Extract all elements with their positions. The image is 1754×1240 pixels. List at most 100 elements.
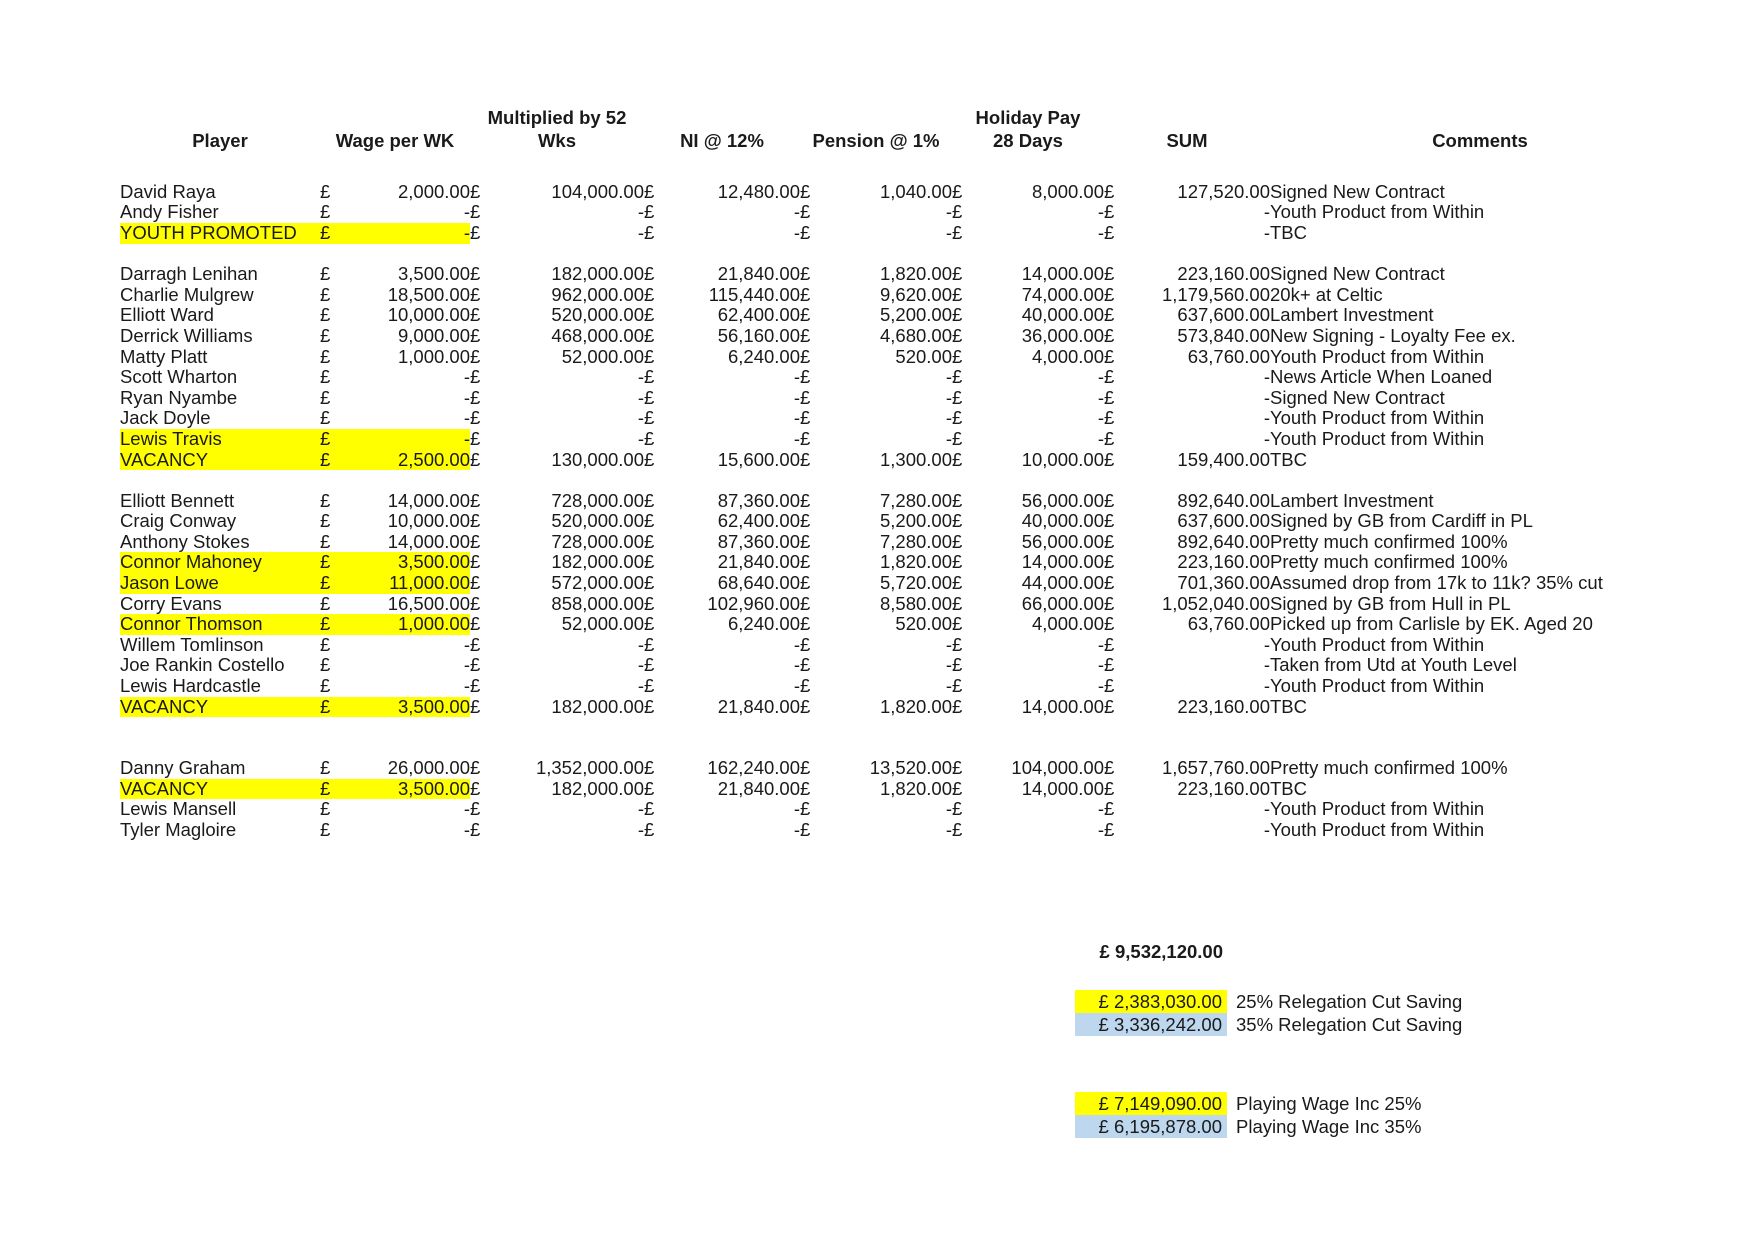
- cell-currency-symbol: £: [952, 777, 963, 799]
- cell-sum: -: [1263, 201, 1270, 223]
- cell-wks: -: [637, 633, 644, 655]
- table-row[interactable]: Tyler Magloire £ - £ - £ - £ - £ - £ - Youth Product …: [120, 819, 1690, 841]
- table-row[interactable]: Andy Fisher £ - £ - £ - £ - £ - £ - Youth Product fro…: [120, 202, 1690, 223]
- cell-currency-symbol: £: [470, 777, 481, 799]
- cell-player-name: Joe Rankin Costello: [120, 654, 285, 676]
- cell-wks: -: [637, 407, 644, 429]
- cell-currency-symbol: £: [952, 366, 963, 388]
- table-row[interactable]: Derrick Williams £9,000.00 £468,000.00 £56,…: [120, 324, 1690, 347]
- cell-currency-symbol: £: [1104, 324, 1115, 346]
- cell-wks: -: [637, 798, 644, 820]
- cell-sum: 1,657,760.00: [1161, 757, 1270, 779]
- cell-currency-symbol: £: [952, 530, 963, 552]
- cell-wage: 3,500.00: [346, 696, 470, 718]
- cell-currency-symbol: £: [644, 221, 655, 243]
- table-row[interactable]: Danny Graham £26,000.00 £1,352,000.00 £162,…: [120, 758, 1690, 779]
- table-row[interactable]: Elliott Bennett £14,000.00 £728,000.00 £87,…: [120, 489, 1690, 512]
- cell-currency-symbol: £: [952, 263, 963, 285]
- cell-comment: Assumed drop from 17k to 11k? 35% cut: [1270, 572, 1603, 594]
- table-row[interactable]: Lewis Travis £ - £ - £ - £ - £ - £ - Youth Product fr…: [120, 427, 1690, 450]
- table-row[interactable]: Anthony Stokes £14,000.00 £728,000.00 £87,3…: [120, 530, 1690, 553]
- block-spacer-row: [120, 470, 1690, 491]
- cell-currency-symbol: £: [320, 819, 331, 840]
- cell-currency-symbol: £: [320, 530, 331, 552]
- cell-wks: -: [637, 386, 644, 408]
- playing-wage-35-amount: £ 6,195,878.00: [1075, 1115, 1227, 1138]
- cell-currency-symbol: £: [644, 572, 655, 594]
- cell-sum: -: [1263, 819, 1270, 840]
- table-row[interactable]: VACANCY £3,500.00 £182,000.00 £21,840.00 £1,…: [120, 695, 1690, 718]
- group-header-blank-pension: [800, 108, 952, 131]
- table-row[interactable]: Connor Mahoney £3,500.00 £182,000.00 £21,84…: [120, 551, 1690, 574]
- cell-wks: 468,000.00: [551, 324, 644, 346]
- cell-sum: 892,640.00: [1177, 489, 1270, 511]
- cell-pension: -: [945, 675, 952, 697]
- table-row[interactable]: Craig Conway £10,000.00 £520,000.00 £62,400…: [120, 511, 1690, 532]
- table-row[interactable]: David Raya £2,000.00 £104,000.00 £12,480.00…: [120, 180, 1690, 203]
- cell-holiday: 14,000.00: [1021, 551, 1104, 573]
- cell-pension: 7,280.00: [879, 489, 952, 511]
- cell-currency-symbol: £: [800, 572, 811, 594]
- table-row[interactable]: VACANCY £2,500.00 £130,000.00 £15,600.00 £1,…: [120, 448, 1690, 471]
- cell-comment: Youth Product from Within: [1270, 407, 1485, 429]
- cell-pension: -: [945, 366, 952, 388]
- cell-currency-symbol: £: [952, 757, 963, 779]
- cell-currency-symbol: £: [644, 757, 655, 779]
- cell-holiday: 36,000.00: [1021, 324, 1104, 346]
- header-spacer-row: [120, 161, 1690, 182]
- cell-ni: -: [793, 427, 800, 449]
- cell-currency-symbol: £: [1104, 551, 1115, 573]
- cell-currency-symbol: £: [320, 633, 331, 655]
- cell-currency-symbol: £: [644, 819, 655, 840]
- table-row[interactable]: Charlie Mulgrew £18,500.00 £962,000.00 £115…: [120, 284, 1690, 306]
- cell-pension: 520.00: [895, 613, 952, 635]
- table-row[interactable]: Scott Wharton £ - £ - £ - £ - £ - £ - News Article Wh…: [120, 367, 1690, 388]
- cell-currency-symbol: £: [644, 613, 655, 635]
- cell-player-name: Lewis Travis: [120, 428, 320, 450]
- cell-ni: 6,240.00: [727, 345, 800, 367]
- cell-currency-symbol: £: [470, 613, 481, 635]
- table-row[interactable]: Darragh Lenihan £3,500.00 £182,000.00 £21,8…: [120, 264, 1690, 285]
- spacer-cell: [120, 470, 1690, 491]
- table-row[interactable]: Willem Tomlinson £ - £ - £ - £ - £ - £ - Youth Produc…: [120, 633, 1690, 656]
- table-row[interactable]: Corry Evans £16,500.00 £858,000.00 £102,960…: [120, 592, 1690, 615]
- cell-holiday: -: [1097, 201, 1104, 223]
- table-row[interactable]: Matty Platt £1,000.00 £52,000.00 £6,240.00 £…: [120, 345, 1690, 368]
- playing-wage-25-amount: £ 7,149,090.00: [1075, 1092, 1227, 1115]
- table-row[interactable]: VACANCY £3,500.00 £182,000.00 £21,840.00 £1,…: [120, 777, 1690, 800]
- cell-holiday: -: [1097, 407, 1104, 429]
- table-row[interactable]: Lewis Hardcastle £ - £ - £ - £ - £ - £ - Youth Produc…: [120, 675, 1690, 697]
- cell-currency-symbol: £: [952, 819, 963, 840]
- table-row[interactable]: Joe Rankin Costello £ - £ - £ - £ - £ - £ - Taken fro…: [120, 655, 1690, 676]
- cell-pension: 1,820.00: [879, 695, 952, 717]
- table-row[interactable]: Ryan Nyambe £ - £ - £ - £ - £ - £ - Signed New Contra…: [120, 386, 1690, 409]
- cell-holiday: -: [1097, 427, 1104, 449]
- cell-currency-symbol: £: [470, 798, 481, 820]
- cell-currency-symbol: £: [952, 386, 963, 408]
- table-row[interactable]: Jack Doyle £ - £ - £ - £ - £ - £ - Youth Product from…: [120, 408, 1690, 429]
- cell-wage: -: [463, 654, 470, 676]
- table-row[interactable]: YOUTH PROMOTED £ - £ - £ - £ - £ - £ - TBC: [120, 221, 1690, 244]
- cell-pension: 1,040.00: [879, 180, 952, 202]
- cell-currency-symbol: £: [800, 675, 811, 697]
- cell-wage: -: [463, 633, 470, 655]
- cell-sum: 701,360.00: [1177, 572, 1270, 594]
- table-row[interactable]: Lewis Mansell £ - £ - £ - £ - £ - £ - Youth Product f…: [120, 799, 1690, 820]
- cell-ni: 68,640.00: [717, 572, 800, 594]
- cell-currency-symbol: £: [644, 510, 655, 532]
- cell-wks: 520,000.00: [551, 510, 644, 532]
- summary-panel: £ 9,532,120.00 £ 2,383,030.00 25% Relega…: [1075, 940, 1462, 1138]
- cell-sum: -: [1263, 427, 1270, 449]
- column-header-player: Player: [192, 129, 248, 151]
- cell-player-name: Scott Wharton: [120, 366, 238, 388]
- table-row[interactable]: Elliott Ward £10,000.00 £520,000.00 £62,400…: [120, 305, 1690, 326]
- cell-currency-symbol: £: [952, 489, 963, 511]
- cell-currency-symbol: £: [800, 592, 811, 614]
- table-row[interactable]: Jason Lowe £11,000.00 £572,000.00 £68,640.0…: [120, 572, 1690, 594]
- cell-ni: 15,600.00: [717, 448, 800, 470]
- cell-currency-symbol: £: [800, 695, 811, 717]
- table-row[interactable]: Connor Thomson £1,000.00 £52,000.00 £6,240.…: [120, 614, 1690, 635]
- cell-currency-symbol: £: [800, 798, 811, 820]
- cell-pension: -: [945, 386, 952, 408]
- cell-currency-symbol: £: [800, 757, 811, 779]
